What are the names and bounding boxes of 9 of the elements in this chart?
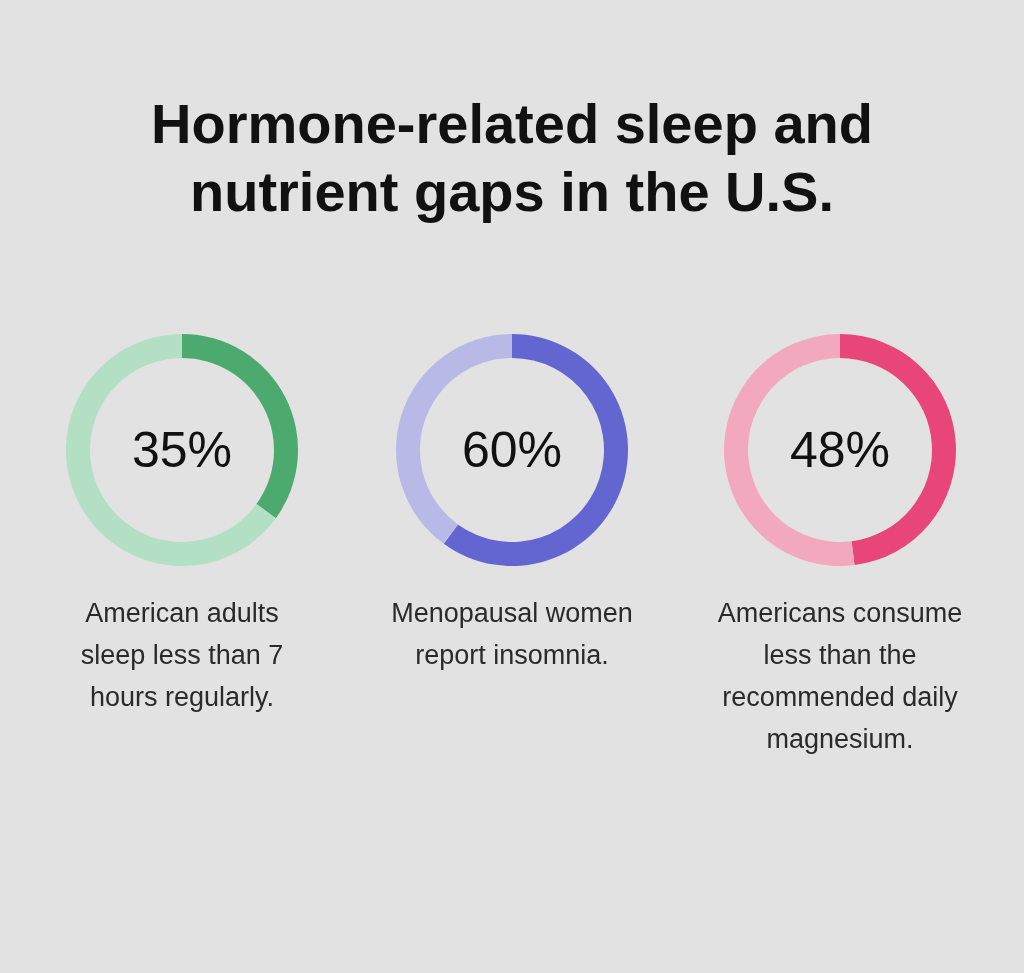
text: 60%	[460, 421, 564, 480]
text: Americans consume less than the recommended daily magnesium.	[716, 597, 964, 756]
text: American adults sleep less than 7 hours regularly.	[79, 597, 285, 714]
text: Menopausal women report insomnia.	[390, 597, 634, 672]
text: 48%	[788, 421, 892, 480]
text: Hormone-related sleep and nutrient gaps in the U.S.	[150, 91, 874, 225]
donut-slice	[443, 334, 628, 566]
text: 35%	[130, 421, 234, 480]
donut-slice	[66, 334, 276, 566]
